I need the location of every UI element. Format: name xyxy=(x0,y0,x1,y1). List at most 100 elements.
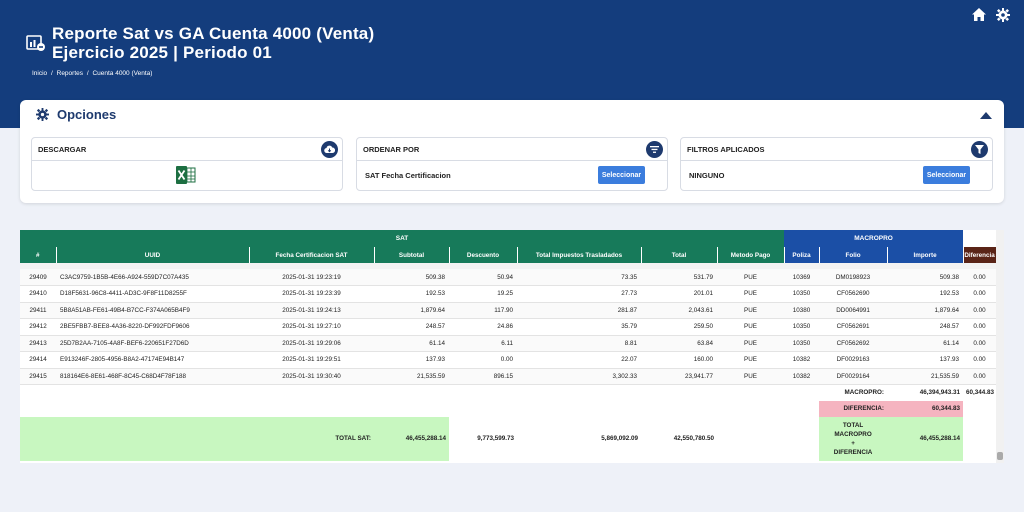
row-metodo-pago: PUE xyxy=(717,335,785,352)
row-impuestos: 22.07 xyxy=(517,351,641,369)
total-sat-label: TOTAL SAT: xyxy=(56,416,374,461)
home-icon[interactable] xyxy=(972,8,986,21)
row-total: 160.00 xyxy=(641,351,717,369)
row-total: 259.50 xyxy=(641,318,717,336)
column-header-folio[interactable]: Folio xyxy=(819,247,888,263)
row-folio: CF0562692 xyxy=(819,335,888,352)
column-header-poliza[interactable]: Poliza xyxy=(784,247,820,263)
row-subtotal: 509.38 xyxy=(374,269,449,286)
row-uuid: E913246F-2805-4956-B8A2-47174E94B147 xyxy=(56,351,249,369)
row-number: 29409 xyxy=(20,269,56,286)
row-uuid: 25D7B2AA-7105-4A8F-BEF6-220651F27D6D xyxy=(56,335,249,352)
diferencia-value: 60,344.83 xyxy=(887,400,964,417)
table-row[interactable]: 29409 C3AC9759-1B5B-4E66-A924-559D7C07A43… xyxy=(20,269,997,286)
row-folio: DF0029163 xyxy=(819,351,888,369)
row-importe: 137.93 xyxy=(887,351,964,369)
table-row[interactable]: 29410 D18F5631-96C8-4411-AD3C-9F8F11D8255… xyxy=(20,285,997,303)
table-row[interactable]: 29411 5B8A51AB-FE61-49B4-B7CC-F374A065B4F… xyxy=(20,302,997,319)
row-total: 531.79 xyxy=(641,269,717,286)
row-poliza: 10350 xyxy=(784,285,820,303)
sort-label: ORDENAR POR xyxy=(357,138,667,161)
row-poliza: 10382 xyxy=(784,351,820,369)
row-uuid: 2BE5FBB7-BEE8-4A36-8220-DF992FDF9606 xyxy=(56,318,249,336)
row-folio: DM0198923 xyxy=(819,269,888,286)
breadcrumb-reportes[interactable]: Reportes xyxy=(56,70,83,77)
macropro-value: 46,394,943.31 xyxy=(919,389,961,397)
sort-box: ORDENAR POR SAT Fecha Certificacion Sele… xyxy=(356,137,668,191)
row-importe: 61.14 xyxy=(887,335,964,352)
row-impuestos: 73.35 xyxy=(517,269,641,286)
row-importe: 21,535.59 xyxy=(887,368,964,385)
filters-box: FILTROS APLICADOS NINGUNO Seleccionar xyxy=(680,137,993,191)
breadcrumb-current: Cuenta 4000 (Venta) xyxy=(92,70,153,77)
row-descuento: 50.94 xyxy=(449,269,517,286)
table-row[interactable]: 29413 25D7B2AA-7105-4A8F-BEF6-220651F27D6… xyxy=(20,335,997,352)
row-total: 63.84 xyxy=(641,335,717,352)
breadcrumb-inicio[interactable]: Inicio xyxy=(32,70,48,77)
filter-icon[interactable] xyxy=(971,141,988,158)
column-header-fecha[interactable]: Fecha Certificacion SAT xyxy=(249,247,375,263)
row-uuid: D18F5631-96C8-4411-AD3C-9F8F11D8255F xyxy=(56,285,249,303)
row-fecha: 2025-01-31 19:27:10 xyxy=(249,318,374,336)
row-subtotal: 21,535.59 xyxy=(374,368,449,385)
sort-select-button[interactable]: Seleccionar xyxy=(598,166,645,184)
excel-icon[interactable] xyxy=(176,166,196,184)
row-subtotal: 248.57 xyxy=(374,318,449,336)
total-descuento: 9,773,599.73 xyxy=(477,435,514,442)
cloud-download-icon[interactable] xyxy=(321,141,338,158)
row-metodo-pago: PUE xyxy=(717,269,785,286)
row-subtotal: 192.53 xyxy=(374,285,449,303)
gear-icon[interactable] xyxy=(996,8,1010,22)
column-header-uuid[interactable]: UUID xyxy=(56,247,250,263)
diferencia-label: DIFERENCIA: xyxy=(819,400,888,417)
report-table-container[interactable]: SAT MACROPRO # UUID Fecha Certificacion … xyxy=(20,230,1004,463)
row-diferencia: 0.00 xyxy=(963,368,997,385)
download-box: DESCARGAR xyxy=(31,137,343,191)
report-table: SAT MACROPRO # UUID Fecha Certificacion … xyxy=(20,230,997,461)
filters-select-button[interactable]: Seleccionar xyxy=(923,166,970,184)
column-header-impuestos[interactable]: Total Impuestos Trasladados xyxy=(517,247,642,263)
scrollbar-thumb[interactable] xyxy=(997,452,1003,460)
row-fecha: 2025-01-31 19:23:39 xyxy=(249,285,374,303)
options-header[interactable]: Opciones xyxy=(36,107,116,122)
row-importe: 192.53 xyxy=(887,285,964,303)
row-impuestos: 8.81 xyxy=(517,335,641,352)
row-number: 29415 xyxy=(20,368,56,385)
page-title-line1: Reporte Sat vs GA Cuenta 4000 (Venta) xyxy=(52,24,375,43)
total-total: 42,550,780.50 xyxy=(673,435,714,442)
row-diferencia: 0.00 xyxy=(963,335,997,352)
options-panel: Opciones DESCARGAR ORDENAR POR SAT Fecha… xyxy=(20,100,1004,203)
group-header-macropro: MACROPRO xyxy=(784,230,964,247)
row-descuento: 0.00 xyxy=(449,351,517,369)
row-total: 201.01 xyxy=(641,285,717,303)
column-header-total[interactable]: Total xyxy=(641,247,718,263)
total-macropro-value: 46,455,288.14 xyxy=(887,416,964,461)
column-header-metodo-pago[interactable]: Metodo Pago xyxy=(717,247,785,263)
collapse-caret-icon[interactable] xyxy=(980,112,992,119)
row-diferencia: 0.00 xyxy=(963,302,997,319)
total-impuestos: 5,869,092.09 xyxy=(601,435,638,442)
table-row[interactable]: 29414 E913246F-2805-4956-B8A2-47174E94B14… xyxy=(20,351,997,369)
row-descuento: 19.25 xyxy=(449,285,517,303)
sort-icon[interactable] xyxy=(646,141,663,158)
row-number: 29412 xyxy=(20,318,56,336)
row-metodo-pago: PUE xyxy=(717,351,785,369)
column-header-descuento[interactable]: Descuento xyxy=(449,247,518,263)
column-header-importe[interactable]: Importe xyxy=(887,247,964,263)
options-title: Opciones xyxy=(57,107,117,122)
row-metodo-pago: PUE xyxy=(717,318,785,336)
page-title-line2: Ejercicio 2025 | Periodo 01 xyxy=(52,43,272,62)
gear-icon xyxy=(36,108,49,121)
vertical-scrollbar[interactable] xyxy=(996,230,1004,463)
column-header-number[interactable]: # xyxy=(20,247,57,263)
table-row[interactable]: 29412 2BE5FBB7-BEE8-4A36-8220-DF992FDF960… xyxy=(20,318,997,336)
column-header-subtotal[interactable]: Subtotal xyxy=(374,247,450,263)
row-diferencia: 0.00 xyxy=(963,285,997,303)
row-importe: 248.57 xyxy=(887,318,964,336)
breadcrumb: Inicio / Reportes / Cuenta 4000 (Venta) xyxy=(32,70,154,77)
group-header-sat: SAT xyxy=(20,230,785,247)
column-header-diferencia[interactable]: Diferencia xyxy=(963,247,997,263)
row-poliza: 10380 xyxy=(784,302,820,319)
row-fecha: 2025-01-31 19:29:51 xyxy=(249,351,374,369)
table-row[interactable]: 29415 818164E6-8E61-468F-8C45-C68D4F78F18… xyxy=(20,368,997,385)
